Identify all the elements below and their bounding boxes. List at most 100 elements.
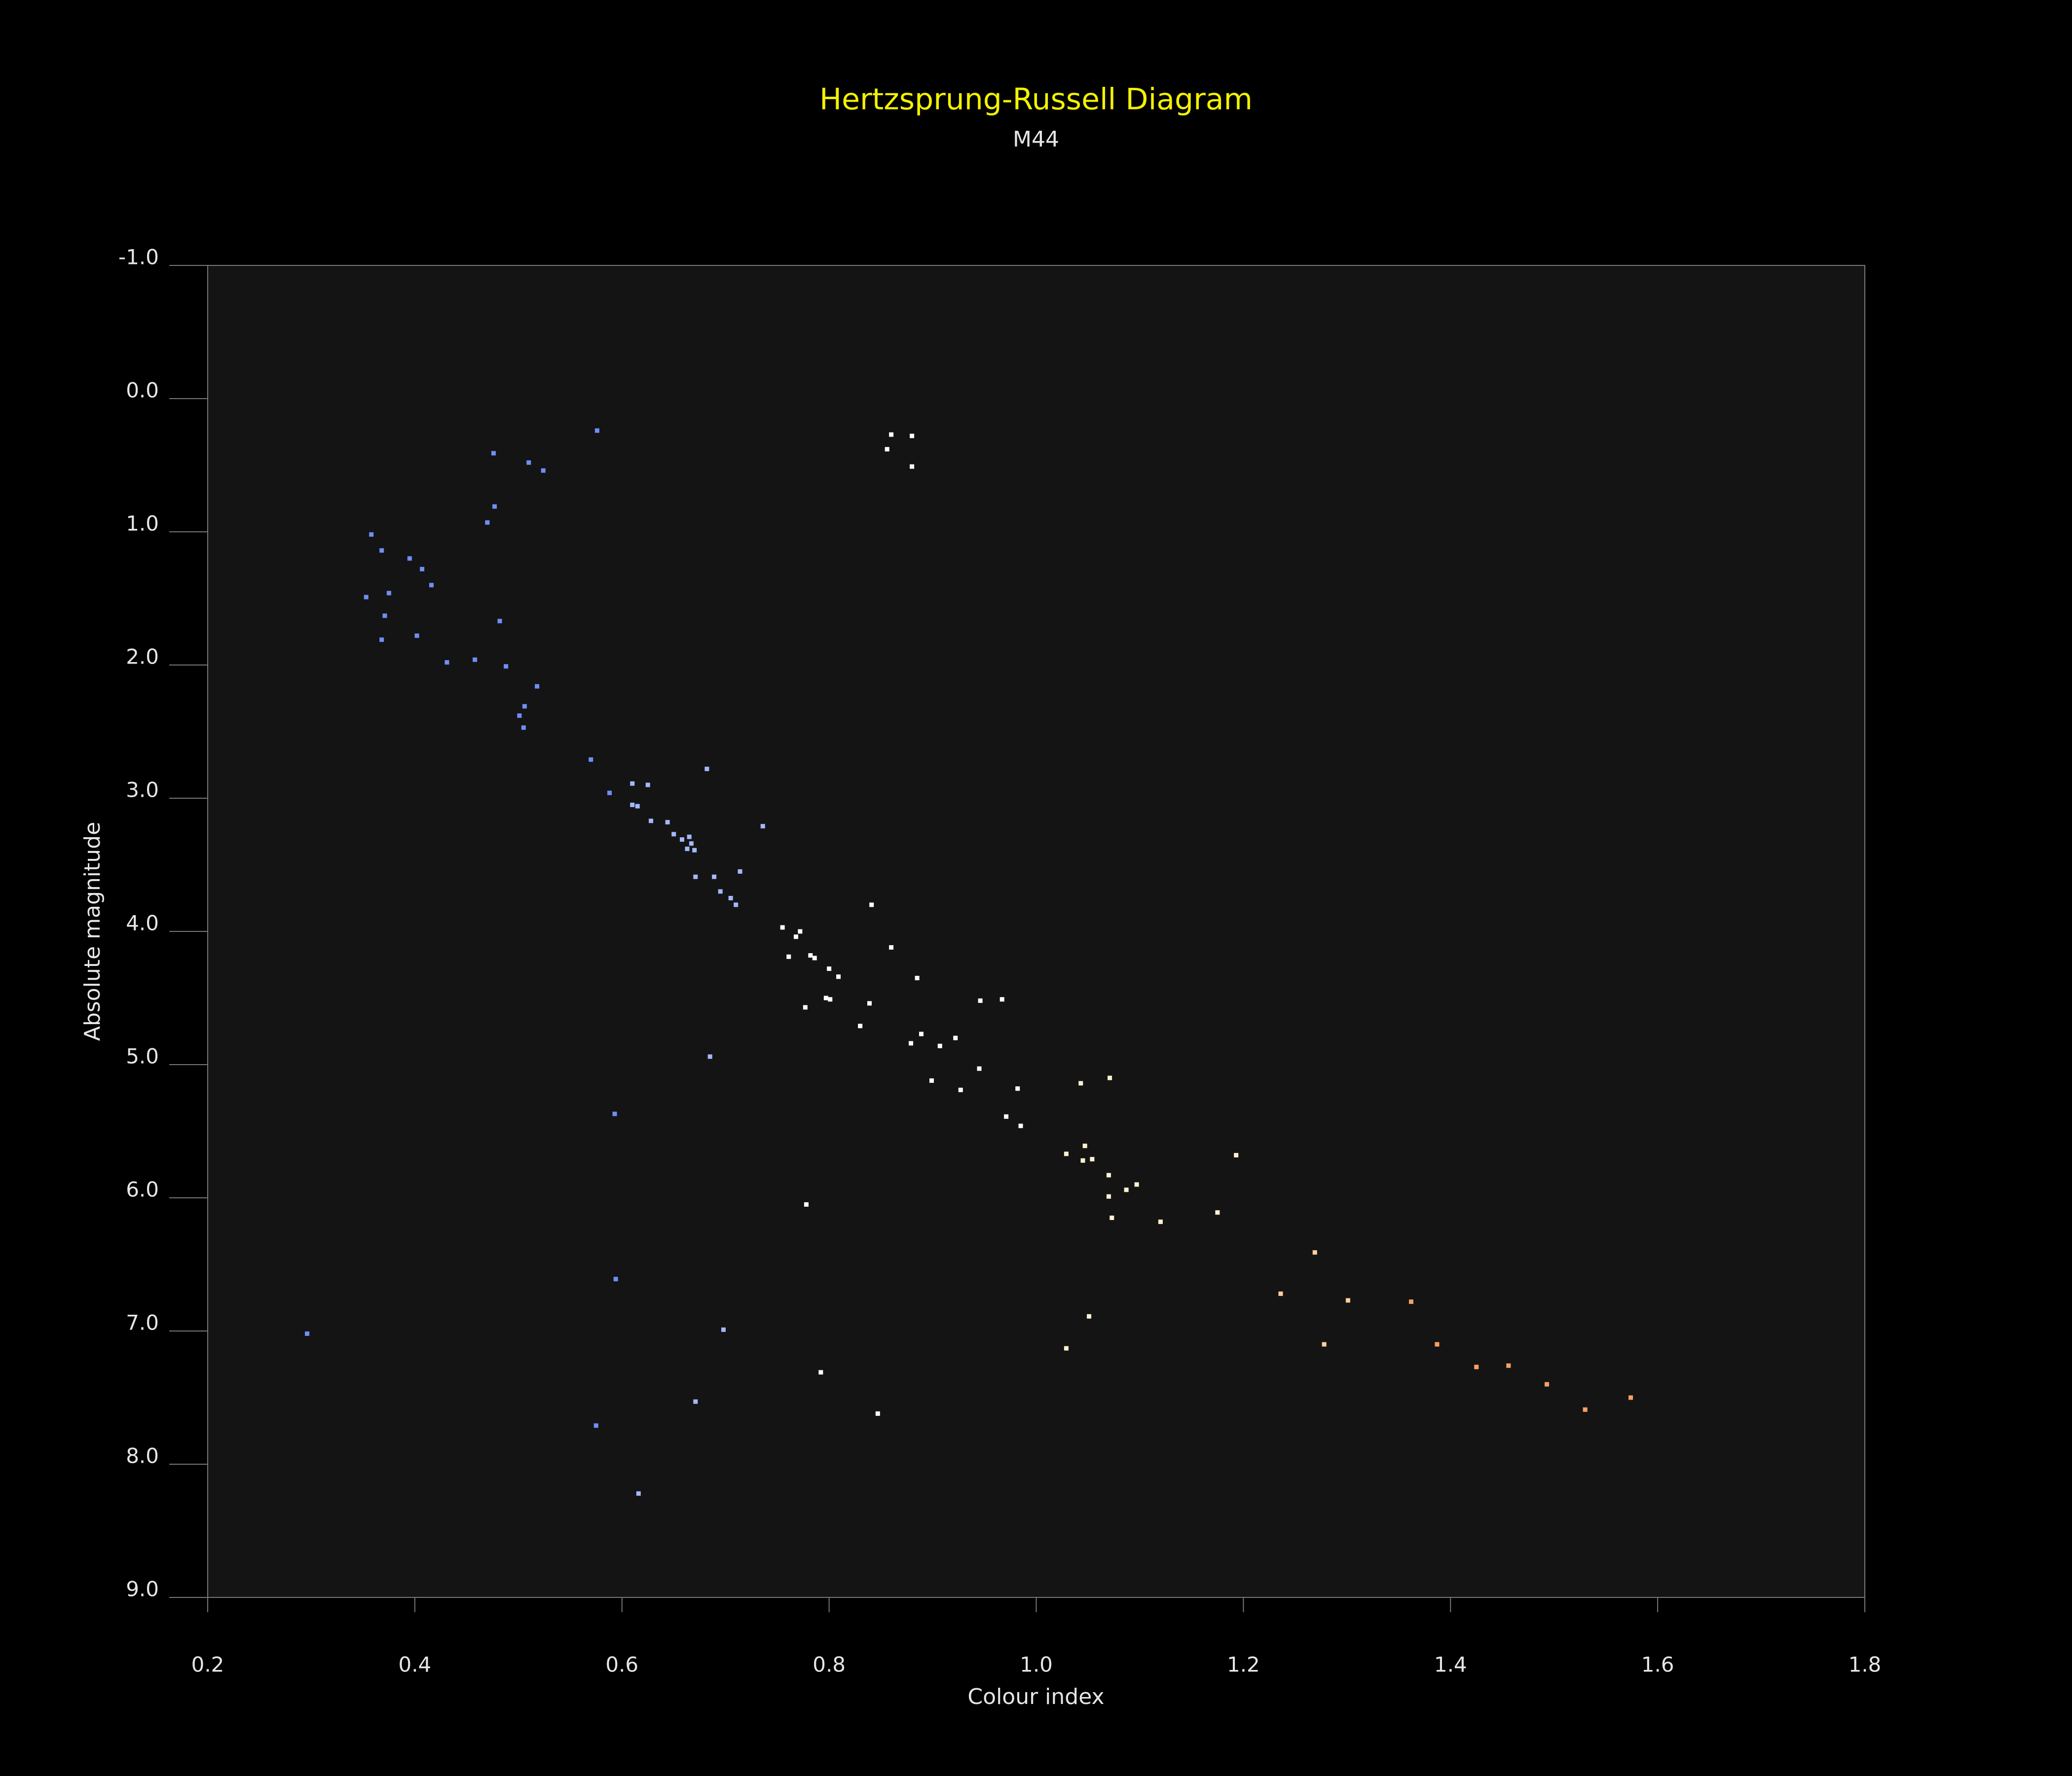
star-point: [721, 1327, 726, 1332]
star-point: [823, 996, 828, 1000]
x-tick-label: 1.2: [1227, 1653, 1260, 1677]
star-point: [712, 874, 717, 879]
star-point: [919, 1032, 924, 1036]
star-point: [693, 874, 698, 879]
x-axis-title: Colour index: [967, 1684, 1104, 1709]
star-point: [728, 896, 733, 900]
star-point: [1474, 1365, 1479, 1369]
star-point: [589, 757, 593, 762]
star-point: [869, 902, 874, 907]
star-point: [1064, 1346, 1069, 1351]
star-point: [645, 782, 650, 787]
star-point: [1134, 1182, 1139, 1187]
star-point: [858, 1024, 863, 1029]
star-point: [407, 556, 412, 561]
star-point: [382, 613, 387, 618]
y-tick-label: 6.0: [126, 1178, 159, 1202]
star-point: [738, 869, 742, 874]
star-point: [937, 1043, 942, 1048]
star-point: [885, 447, 889, 452]
y-tick-label: 1.0: [126, 512, 159, 536]
star-point: [786, 954, 791, 959]
star-point: [635, 804, 640, 809]
star-point: [593, 1423, 598, 1428]
star-point: [420, 567, 425, 572]
star-point: [1090, 1157, 1095, 1162]
star-point: [808, 953, 813, 958]
star-point: [704, 767, 709, 772]
star-point: [414, 633, 419, 638]
star-point: [612, 1111, 617, 1116]
star-point: [1018, 1123, 1023, 1128]
star-point: [692, 848, 697, 852]
chart-subtitle: M44: [1013, 127, 1059, 152]
star-point: [793, 934, 798, 939]
y-tick-label: 8.0: [126, 1444, 159, 1468]
chart-title: Hertzsprung-Russell Diagram: [819, 82, 1253, 117]
star-point: [649, 818, 654, 823]
star-point: [1408, 1299, 1413, 1304]
x-tick-label: 0.8: [813, 1653, 846, 1677]
star-point: [1628, 1395, 1633, 1400]
star-point: [369, 532, 374, 537]
star-point: [521, 725, 526, 730]
x-tick-label: 1.4: [1434, 1653, 1467, 1677]
star-point: [379, 548, 384, 553]
star-point: [889, 945, 894, 950]
y-tick-label: 9.0: [126, 1577, 159, 1601]
star-point: [798, 929, 803, 934]
star-point: [1215, 1210, 1220, 1215]
star-point: [1435, 1342, 1440, 1347]
star-point: [613, 1277, 618, 1282]
star-point: [999, 997, 1004, 1002]
star-point: [630, 781, 635, 786]
star-point: [1278, 1291, 1283, 1296]
star-point: [1082, 1144, 1087, 1148]
y-tick-label: 2.0: [126, 645, 159, 669]
star-point: [535, 684, 540, 689]
star-point: [867, 1001, 872, 1006]
star-point: [707, 1054, 712, 1059]
y-tick-label: 3.0: [126, 778, 159, 802]
star-point: [1158, 1220, 1163, 1224]
star-point: [607, 790, 612, 795]
star-point: [1078, 1081, 1083, 1086]
star-point: [1106, 1173, 1111, 1178]
star-point: [889, 432, 894, 437]
x-tick-label: 0.6: [605, 1653, 638, 1677]
star-point: [1108, 1075, 1112, 1080]
star-point: [689, 841, 694, 846]
star-point: [1004, 1114, 1009, 1119]
star-point: [630, 803, 635, 807]
star-point: [875, 1411, 880, 1416]
x-tick-label: 0.2: [191, 1653, 224, 1677]
y-tick-label: -1.0: [118, 245, 159, 269]
star-point: [953, 1036, 958, 1040]
star-point: [1583, 1407, 1588, 1412]
x-tick-label: 0.4: [398, 1653, 431, 1677]
star-point: [818, 1370, 823, 1375]
star-point: [1506, 1363, 1511, 1368]
star-point: [1110, 1216, 1114, 1220]
star-point: [910, 464, 915, 469]
star-point: [491, 451, 496, 456]
star-point: [1064, 1151, 1069, 1156]
star-point: [836, 974, 841, 979]
star-point: [473, 657, 478, 662]
y-tick-label: 4.0: [126, 911, 159, 935]
y-tick-label: 5.0: [126, 1044, 159, 1069]
star-point: [665, 820, 670, 825]
star-point: [718, 889, 723, 894]
star-point: [827, 966, 832, 971]
star-point: [671, 832, 676, 837]
star-point: [541, 468, 546, 473]
star-point: [1087, 1314, 1092, 1319]
star-point: [803, 1005, 808, 1010]
star-point: [780, 925, 785, 930]
star-point: [1015, 1086, 1020, 1091]
x-tick-label: 1.6: [1641, 1653, 1674, 1677]
star-point: [1544, 1382, 1549, 1387]
star-point: [444, 660, 449, 665]
